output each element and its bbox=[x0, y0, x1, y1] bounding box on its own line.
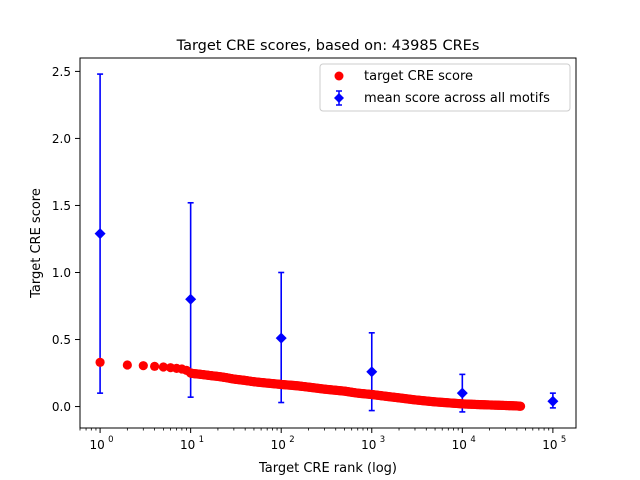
x-tick-label: 10 bbox=[180, 438, 195, 452]
y-tick-label: 2.5 bbox=[52, 65, 71, 79]
y-tick-label: 0.0 bbox=[52, 400, 71, 414]
legend-label-mean-score: mean score across all motifs bbox=[364, 91, 550, 106]
x-tick-label-exponent: 5 bbox=[561, 435, 566, 445]
target-score-point bbox=[150, 361, 160, 371]
x-tick-label-exponent: 3 bbox=[380, 435, 385, 445]
x-axis-ticks: 10 0 10 1 10 2 10 3 10 4 10 5 bbox=[79, 428, 566, 452]
legend: target CRE score mean score across all m… bbox=[319, 63, 571, 112]
plot-frame bbox=[79, 57, 577, 429]
mean-score-point bbox=[366, 366, 378, 378]
mean-score-point bbox=[185, 293, 197, 305]
x-axis-label: Target CRE rank (log) bbox=[258, 461, 397, 476]
x-tick-label-exponent: 2 bbox=[289, 435, 294, 445]
x-tick-label-exponent: 1 bbox=[199, 435, 204, 445]
x-tick-label: 10 bbox=[542, 438, 557, 452]
mean-score-point bbox=[275, 332, 287, 344]
mean-score-point bbox=[94, 228, 106, 240]
plot-area bbox=[79, 57, 577, 429]
y-tick-label: 1.5 bbox=[52, 199, 71, 213]
x-tick-label: 10 bbox=[89, 438, 104, 452]
y-axis-ticks: 0.0 0.5 1.0 1.5 2.0 2.5 bbox=[52, 65, 80, 414]
legend-marker-target-score bbox=[334, 71, 344, 81]
x-tick-label: 10 bbox=[452, 438, 467, 452]
mean-score-points bbox=[94, 228, 559, 407]
x-tick-label: 10 bbox=[271, 438, 286, 452]
target-score-point bbox=[122, 360, 132, 370]
y-tick-label: 2.0 bbox=[52, 132, 71, 146]
mean-score-point bbox=[547, 395, 559, 407]
y-axis-label: Target CRE score bbox=[29, 188, 44, 299]
legend-marker-mean-score bbox=[334, 93, 344, 103]
legend-frame bbox=[319, 63, 571, 112]
target-score-points bbox=[95, 357, 526, 411]
chart-title: Target CRE scores, based on: 43985 CREs bbox=[176, 38, 480, 54]
target-score-point bbox=[158, 362, 168, 372]
x-tick-label-exponent: 0 bbox=[108, 435, 113, 445]
y-tick-label: 0.5 bbox=[52, 333, 71, 347]
legend-label-target-score: target CRE score bbox=[364, 69, 473, 84]
mean-score-point bbox=[456, 387, 468, 399]
x-tick-label-exponent: 4 bbox=[470, 435, 475, 445]
x-tick-label: 10 bbox=[361, 438, 376, 452]
target-score-point bbox=[515, 401, 526, 411]
target-score-point bbox=[95, 357, 105, 367]
target-score-point bbox=[138, 361, 148, 371]
y-tick-label: 1.0 bbox=[52, 266, 71, 280]
